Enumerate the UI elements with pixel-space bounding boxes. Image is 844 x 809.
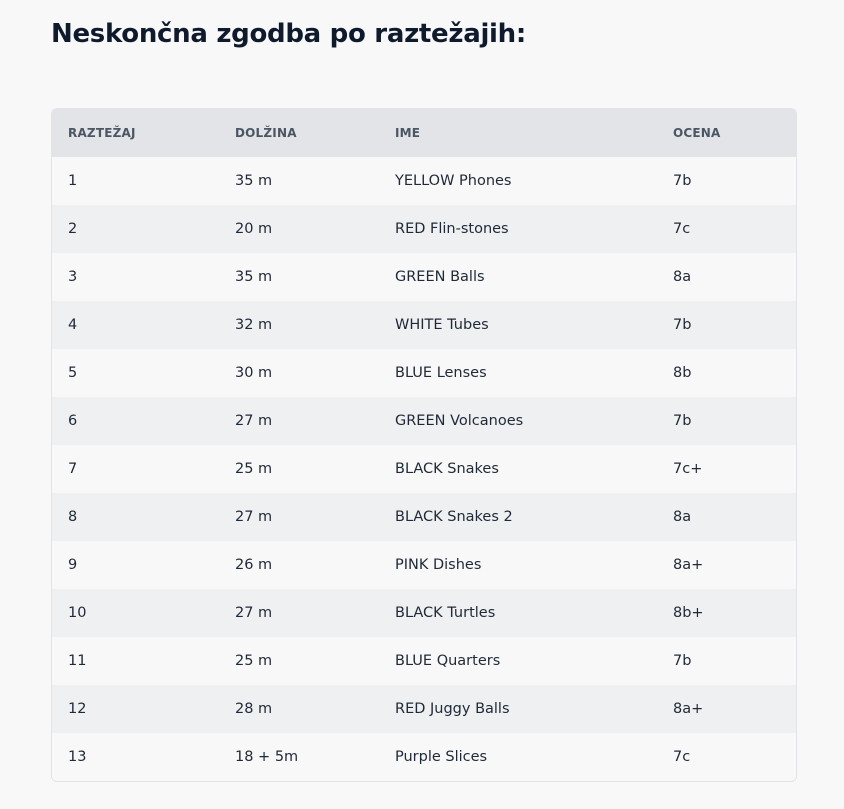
pitch-cell: 6 [68, 413, 78, 429]
table-row: 9 26 m PINK Dishes 8a+ [52, 541, 796, 589]
length-cell: 35 m [235, 173, 273, 189]
column-header-grade: OCENA [673, 126, 721, 140]
name-cell: WHITE Tubes [395, 317, 489, 333]
length-cell: 27 m [235, 605, 273, 621]
length-cell: 28 m [235, 701, 273, 717]
pitch-cell: 3 [68, 269, 78, 285]
length-cell: 25 m [235, 461, 273, 477]
grade-cell: 8a+ [673, 701, 704, 717]
name-cell: BLACK Snakes [395, 461, 499, 477]
grade-cell: 8a [673, 269, 692, 285]
length-cell: 27 m [235, 413, 273, 429]
pitch-cell: 12 [68, 701, 87, 717]
length-cell: 26 m [235, 557, 273, 573]
pitches-table: RAZTEŽAJ DOLŽINA IME OCENA 1 35 m YELLOW P… [51, 108, 797, 782]
pitch-cell: 2 [68, 221, 78, 237]
name-cell: BLACK Turtles [395, 605, 496, 621]
table-body: 1 35 m YELLOW Phones 7b 2 20 m RED Flin-stones… [52, 157, 796, 781]
pitch-cell: 8 [68, 509, 78, 525]
table-row: 3 35 m GREEN Balls 8a [52, 253, 796, 301]
length-cell: 18 + 5m [235, 749, 299, 765]
name-cell: BLUE Lenses [395, 365, 487, 381]
pitch-cell: 9 [68, 557, 78, 573]
column-header-name: IME [395, 126, 421, 140]
grade-cell: 7c [673, 221, 691, 237]
table-row: 2 20 m RED Flin-stones 7c [52, 205, 796, 253]
grade-cell: 7c [673, 749, 691, 765]
table-row: 5 30 m BLUE Lenses 8b [52, 349, 796, 397]
length-cell: 35 m [235, 269, 273, 285]
grade-cell: 7b [673, 317, 692, 333]
table-row: 7 25 m BLACK Snakes 7c+ [52, 445, 796, 493]
length-cell: 27 m [235, 509, 273, 525]
column-header-pitch: RAZTEŽAJ [68, 126, 136, 140]
name-cell: GREEN Volcanoes [395, 413, 524, 429]
pitch-cell: 10 [68, 605, 87, 621]
grade-cell: 8b [673, 365, 692, 381]
name-cell: PINK Dishes [395, 557, 482, 573]
pitch-cell: 11 [68, 653, 87, 669]
pitch-cell: 7 [68, 461, 78, 477]
pitch-cell: 4 [68, 317, 78, 333]
pitch-cell: 1 [68, 173, 78, 189]
name-cell: YELLOW Phones [395, 173, 512, 189]
grade-cell: 7b [673, 173, 692, 189]
grade-cell: 8a+ [673, 557, 704, 573]
page-title: Neskončna zgodba po raztežajih: [51, 19, 526, 49]
name-cell: RED Juggy Balls [395, 701, 510, 717]
pitch-cell: 5 [68, 365, 78, 381]
length-cell: 25 m [235, 653, 273, 669]
grade-cell: 7b [673, 653, 692, 669]
table-row: 11 25 m BLUE Quarters 7b [52, 637, 796, 685]
grade-cell: 7c+ [673, 461, 703, 477]
table-row: 10 27 m BLACK Turtles 8b+ [52, 589, 796, 637]
table-row: 4 32 m WHITE Tubes 7b [52, 301, 796, 349]
length-cell: 32 m [235, 317, 273, 333]
name-cell: Purple Slices [395, 749, 488, 765]
table-row: 13 18 + 5m Purple Slices 7c [52, 733, 796, 781]
name-cell: GREEN Balls [395, 269, 485, 285]
table-row: 1 35 m YELLOW Phones 7b [52, 157, 796, 205]
grade-cell: 8b+ [673, 605, 704, 621]
name-cell: RED Flin-stones [395, 221, 509, 237]
column-header-length: DOLŽINA [235, 126, 297, 140]
grade-cell: 7b [673, 413, 692, 429]
grade-cell: 8a [673, 509, 692, 525]
table-header-row: RAZTEŽAJ DOLŽINA IME OCENA [52, 109, 796, 157]
table-row: 6 27 m GREEN Volcanoes 7b [52, 397, 796, 445]
table-row: 8 27 m BLACK Snakes 2 8a [52, 493, 796, 541]
table-row: 12 28 m RED Juggy Balls 8a+ [52, 685, 796, 733]
length-cell: 20 m [235, 221, 273, 237]
pitch-cell: 13 [68, 749, 87, 765]
length-cell: 30 m [235, 365, 273, 381]
name-cell: BLUE Quarters [395, 653, 501, 669]
name-cell: BLACK Snakes 2 [395, 509, 513, 525]
